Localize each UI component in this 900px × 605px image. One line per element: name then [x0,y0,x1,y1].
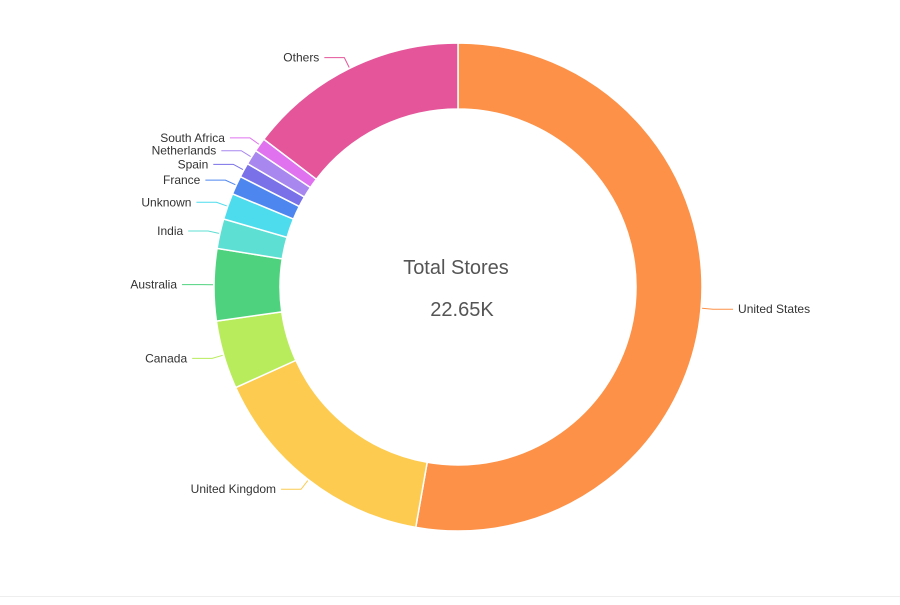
center-value: 22.65K [430,299,494,321]
slice-label-australia: Australia [130,278,177,292]
slice-label-united-kingdom: United Kingdom [191,482,276,496]
slice-label-others: Others [283,51,319,65]
slice-australia[interactable] [214,248,282,321]
leader-line-india [188,231,219,233]
slice-label-spain: Spain [178,157,209,171]
slice-label-france: France [163,173,201,187]
leader-line-others [324,58,349,68]
slices-layer [214,43,702,531]
leader-line-united-kingdom [281,481,308,490]
slice-label-south-africa: South Africa [160,131,225,145]
leader-line-france [205,180,235,185]
bottom-divider [0,596,900,597]
center-title: Total Stores [403,257,509,279]
leader-line-netherlands [221,151,250,157]
slice-label-united-states: United States [738,302,810,316]
leader-line-south-africa [230,138,259,144]
leader-line-spain [213,164,243,169]
leader-line-unknown [196,202,226,206]
slice-united-states[interactable] [416,43,702,531]
leader-line-united-states [702,308,733,309]
slice-label-unknown: Unknown [141,195,191,209]
slice-label-india: India [157,224,183,238]
leader-line-canada [192,355,223,358]
slice-label-canada: Canada [145,351,187,365]
slice-united-kingdom[interactable] [236,360,427,527]
slice-label-netherlands: Netherlands [152,144,217,158]
